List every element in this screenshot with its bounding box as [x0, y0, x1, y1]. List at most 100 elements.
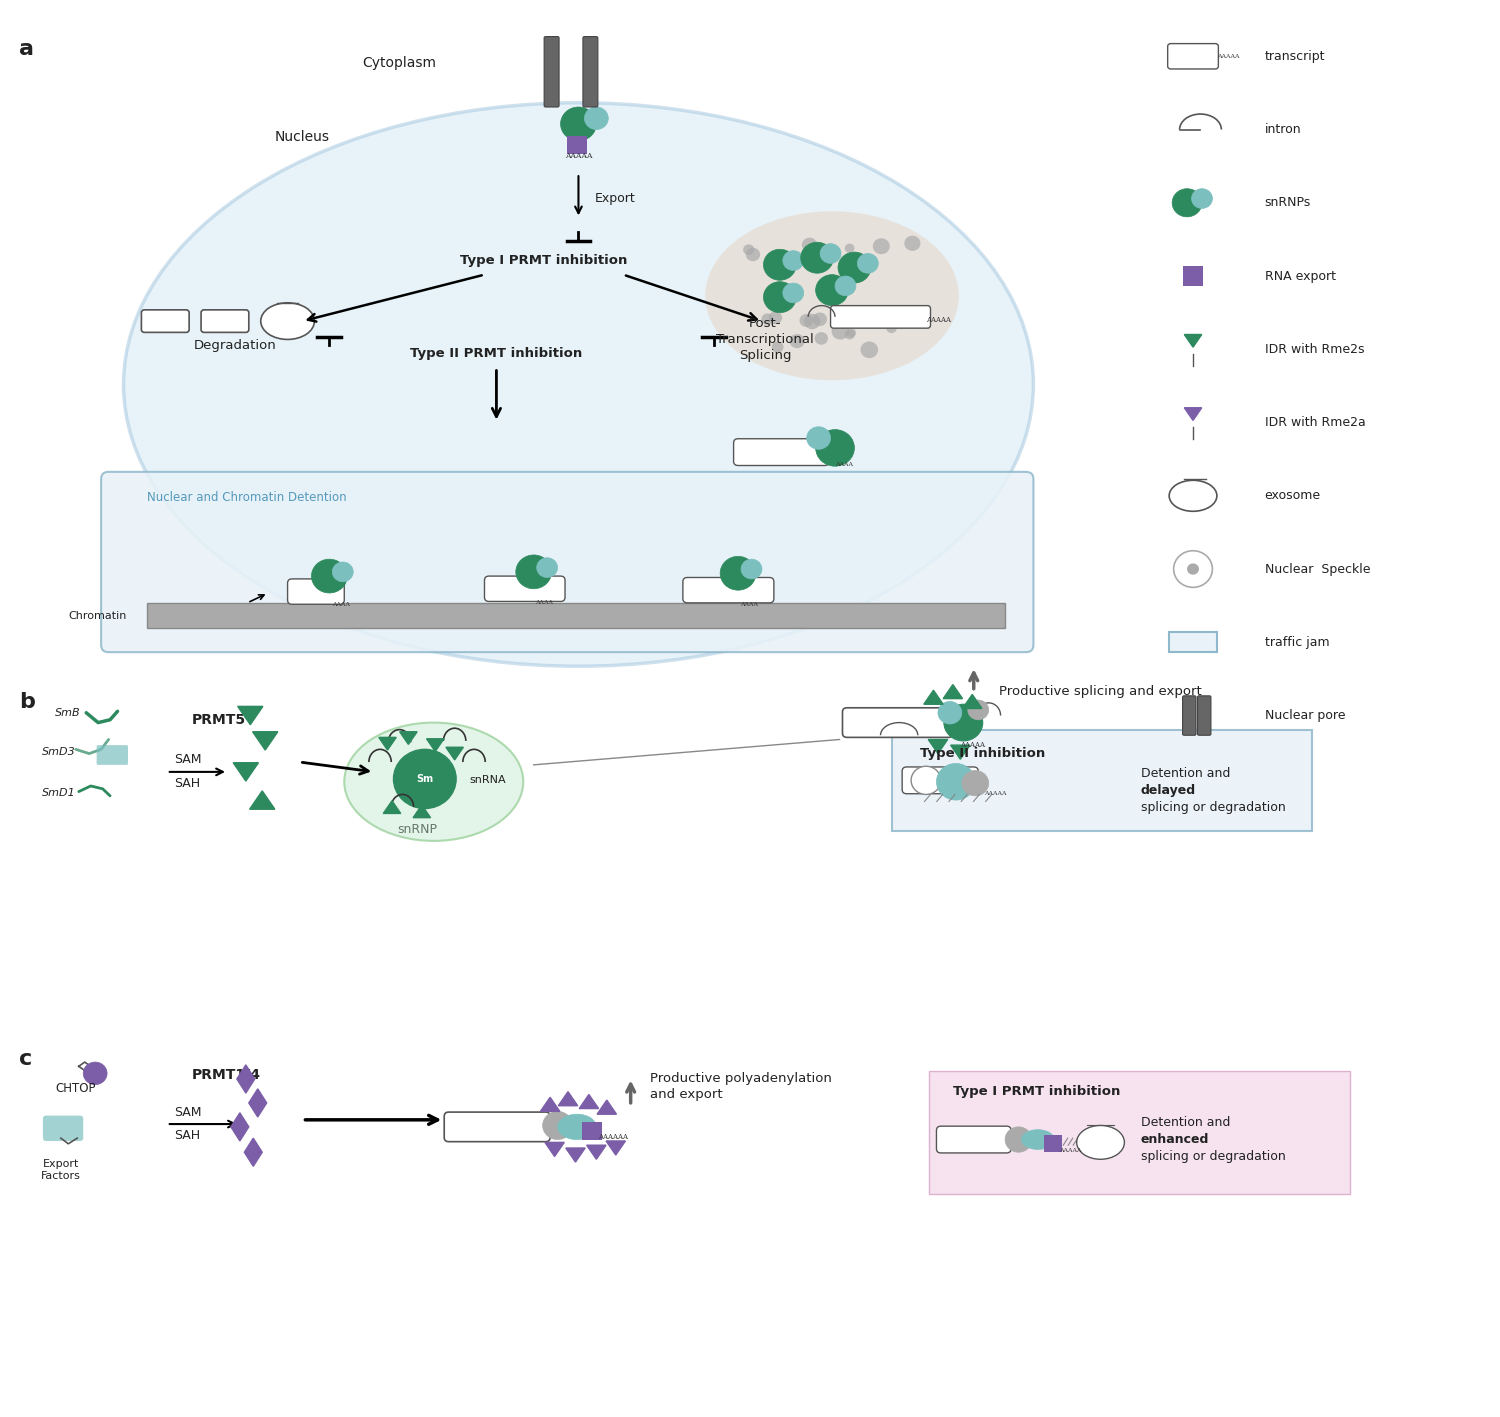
Polygon shape: [399, 731, 417, 744]
Circle shape: [904, 235, 921, 251]
Text: exosome: exosome: [1264, 489, 1320, 502]
Text: RNA export: RNA export: [1264, 269, 1335, 282]
Bar: [567, 136, 586, 154]
Circle shape: [1173, 551, 1212, 588]
Circle shape: [962, 771, 988, 796]
Circle shape: [742, 244, 754, 255]
Circle shape: [516, 555, 552, 588]
Text: AAAA: AAAA: [536, 601, 554, 605]
Circle shape: [886, 323, 897, 333]
Polygon shape: [544, 1142, 564, 1156]
Circle shape: [82, 1063, 106, 1084]
FancyBboxPatch shape: [1197, 696, 1210, 735]
Text: Type II PRMT inhibition: Type II PRMT inhibition: [411, 347, 582, 360]
Polygon shape: [597, 1100, 616, 1114]
Circle shape: [819, 258, 830, 269]
Circle shape: [821, 244, 842, 264]
Ellipse shape: [1022, 1129, 1054, 1149]
Circle shape: [815, 332, 828, 344]
Text: SAM: SAM: [174, 1107, 201, 1119]
Text: traffic jam: traffic jam: [1264, 636, 1329, 649]
Ellipse shape: [1077, 1125, 1125, 1159]
Circle shape: [844, 330, 855, 340]
Text: SAM: SAM: [174, 752, 201, 765]
Text: b: b: [20, 691, 34, 711]
Polygon shape: [413, 805, 430, 818]
Bar: [1044, 1135, 1062, 1152]
Circle shape: [816, 275, 849, 306]
Text: IDR with Rme2s: IDR with Rme2s: [1264, 343, 1364, 356]
Text: Productive splicing and export: Productive splicing and export: [999, 684, 1202, 699]
Circle shape: [333, 563, 352, 582]
Circle shape: [393, 750, 456, 809]
Text: AAAAA: AAAAA: [566, 152, 592, 160]
Text: Nuclear pore: Nuclear pore: [1264, 708, 1346, 723]
Text: AAAA: AAAA: [333, 602, 351, 606]
FancyBboxPatch shape: [141, 310, 189, 333]
Polygon shape: [237, 1066, 255, 1093]
Circle shape: [720, 557, 756, 589]
Text: SAH: SAH: [174, 777, 201, 789]
Circle shape: [910, 767, 940, 795]
Polygon shape: [579, 1094, 598, 1108]
Polygon shape: [558, 1091, 578, 1105]
Text: AAAA: AAAA: [740, 602, 758, 606]
Polygon shape: [237, 707, 262, 724]
FancyBboxPatch shape: [734, 439, 830, 466]
Circle shape: [839, 252, 872, 283]
FancyBboxPatch shape: [682, 578, 774, 602]
Circle shape: [561, 108, 597, 140]
Text: Degradation: Degradation: [194, 339, 276, 351]
Text: Type I PRMT inhibition: Type I PRMT inhibition: [952, 1085, 1120, 1098]
Circle shape: [764, 249, 796, 281]
Circle shape: [1191, 188, 1212, 208]
FancyBboxPatch shape: [484, 577, 566, 601]
Text: a: a: [20, 40, 34, 60]
Polygon shape: [231, 1112, 249, 1141]
Circle shape: [312, 560, 346, 592]
Ellipse shape: [558, 1114, 597, 1139]
Text: splicing or degradation: splicing or degradation: [1142, 1151, 1286, 1163]
Ellipse shape: [261, 303, 315, 340]
Circle shape: [801, 242, 834, 273]
FancyBboxPatch shape: [288, 580, 345, 604]
Text: Export: Export: [596, 193, 636, 205]
Text: PRMT5: PRMT5: [192, 713, 246, 727]
FancyBboxPatch shape: [201, 310, 249, 333]
Polygon shape: [1185, 408, 1202, 421]
Text: AAAAA: AAAAA: [1216, 54, 1239, 58]
Text: AAAAA: AAAAA: [1059, 1148, 1082, 1153]
Text: PRMT1/4: PRMT1/4: [192, 1068, 261, 1081]
Text: Type II inhibition: Type II inhibition: [920, 747, 1046, 760]
Circle shape: [800, 315, 813, 327]
Text: Nuclear  Speckle: Nuclear Speckle: [1264, 563, 1370, 575]
FancyBboxPatch shape: [1182, 696, 1196, 735]
Circle shape: [844, 244, 855, 252]
Polygon shape: [951, 745, 970, 760]
Text: snRNA: snRNA: [470, 775, 506, 785]
Circle shape: [807, 427, 831, 449]
FancyBboxPatch shape: [444, 1112, 550, 1142]
Polygon shape: [249, 791, 274, 809]
Text: Chromatin: Chromatin: [68, 611, 126, 621]
Polygon shape: [963, 694, 982, 708]
FancyBboxPatch shape: [584, 37, 598, 108]
Text: SmD1: SmD1: [42, 788, 75, 798]
Circle shape: [858, 254, 879, 273]
Circle shape: [543, 1111, 573, 1139]
Polygon shape: [252, 731, 278, 750]
Circle shape: [783, 283, 804, 303]
Circle shape: [783, 251, 804, 271]
Text: CHTOP: CHTOP: [56, 1083, 96, 1095]
Text: intron: intron: [1264, 123, 1300, 136]
Ellipse shape: [345, 723, 524, 840]
Polygon shape: [924, 690, 944, 704]
Circle shape: [771, 341, 783, 353]
Text: Post-
Transcriptional
Splicing: Post- Transcriptional Splicing: [716, 317, 815, 361]
Bar: [1182, 266, 1203, 286]
Circle shape: [944, 704, 982, 741]
Text: Productive polyadenylation
and export: Productive polyadenylation and export: [650, 1071, 833, 1101]
Circle shape: [537, 558, 558, 578]
Bar: [582, 1122, 602, 1141]
Circle shape: [1172, 188, 1202, 217]
